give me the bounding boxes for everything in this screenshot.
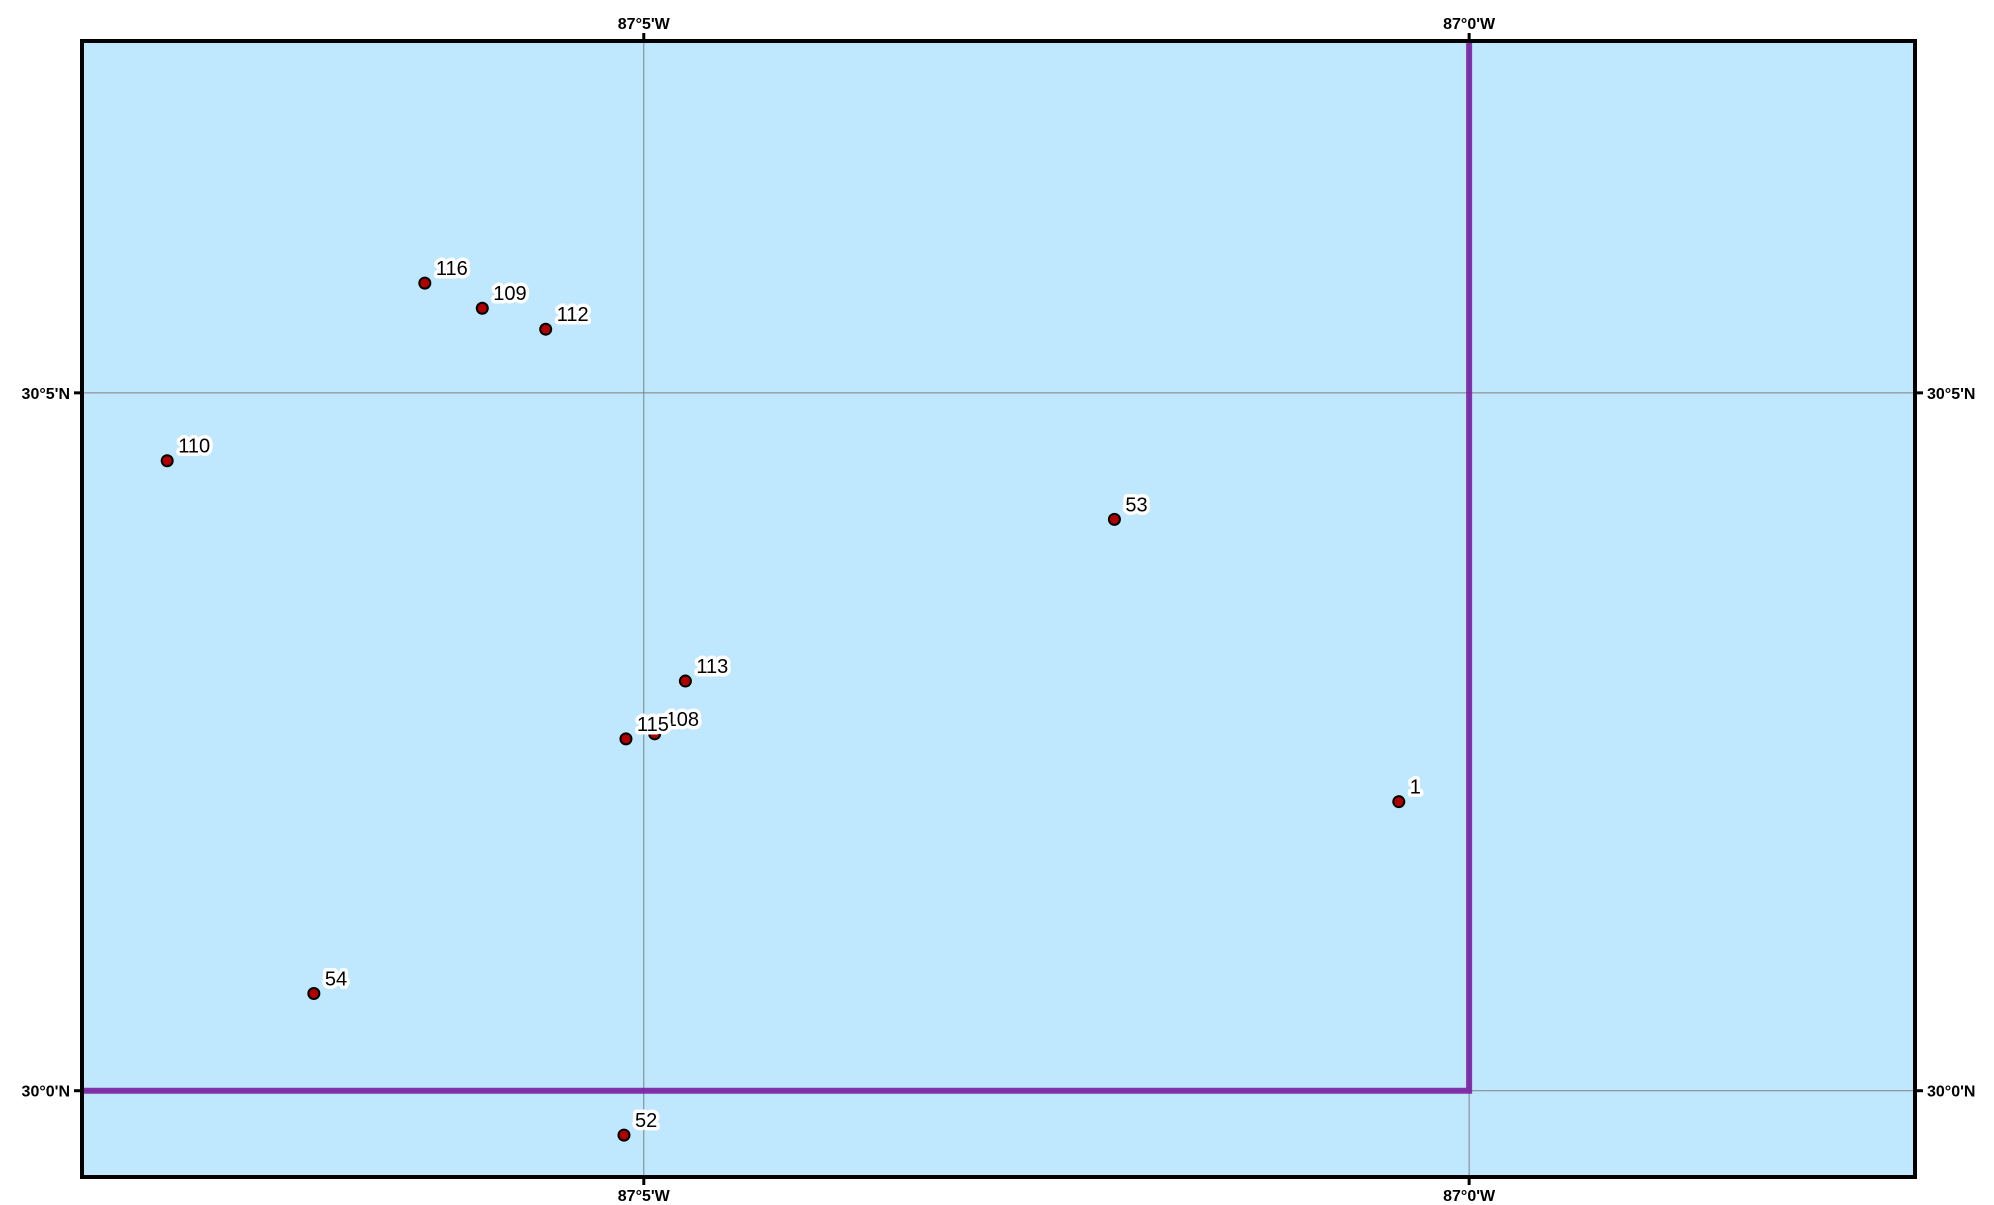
map-frame <box>80 39 1917 1179</box>
station-label: 109 <box>493 283 526 305</box>
station-116[interactable]: 116 <box>418 255 471 290</box>
station-label: 113 <box>696 656 728 678</box>
boundary-line <box>82 41 1473 1094</box>
station-109[interactable]: 109 <box>475 280 530 315</box>
station-marker[interactable] <box>307 987 321 1001</box>
lon-tick-label-bottom: 87°0'W <box>1443 1188 1496 1205</box>
station-label: 115 <box>637 714 669 736</box>
station-115[interactable]: 115 <box>619 710 672 746</box>
lat-tick-label-left: 30°0'N <box>22 1084 70 1101</box>
station-1[interactable]: 1 <box>1392 773 1424 809</box>
axis-ticks: 87°5'W 87°5'W 87°0'W 87°0'W 30°5'N 30°5'N 30°0… <box>22 16 1976 1205</box>
lon-tick-label-top: 87°0'W <box>1443 16 1496 33</box>
station-marker[interactable] <box>418 276 432 290</box>
station-108[interactable]: 108 <box>648 705 703 741</box>
station-53[interactable]: 53 <box>1107 491 1151 526</box>
station-marker[interactable] <box>1392 795 1406 809</box>
lat-tick-label-left: 30°5'N <box>22 386 70 403</box>
lon-tick-label-top: 87°5'W <box>618 16 671 33</box>
station-marker[interactable] <box>539 322 553 336</box>
station-label: 54 <box>325 969 347 991</box>
station-marker[interactable] <box>475 301 489 315</box>
station-marker[interactable] <box>160 454 174 468</box>
lat-tick-label-right: 30°0'N <box>1927 1084 1975 1101</box>
station-113[interactable]: 113 <box>678 653 732 688</box>
station-label: 108 <box>666 709 699 731</box>
lat-tick-label-right: 30°5'N <box>1927 386 1975 403</box>
boundary-layer <box>82 41 1473 1094</box>
station-52[interactable]: 52 <box>617 1107 661 1142</box>
station-label: 53 <box>1125 494 1147 516</box>
station-112[interactable]: 112 <box>539 301 592 336</box>
station-110[interactable]: 110 <box>160 432 214 468</box>
station-label: 1 <box>1410 777 1421 799</box>
lon-tick-label-bottom: 87°5'W <box>618 1188 671 1205</box>
station-label: 116 <box>436 258 468 280</box>
station-marker[interactable] <box>619 732 633 746</box>
station-label: 110 <box>178 436 210 458</box>
station-label: 52 <box>635 1110 657 1132</box>
station-marker[interactable] <box>648 727 662 741</box>
water-area <box>82 41 1915 1177</box>
station-marker[interactable] <box>617 1128 631 1142</box>
station-54[interactable]: 54 <box>307 965 351 1001</box>
station-marker[interactable] <box>1107 512 1121 526</box>
station-label: 112 <box>557 304 589 326</box>
station-marker[interactable] <box>678 674 692 688</box>
